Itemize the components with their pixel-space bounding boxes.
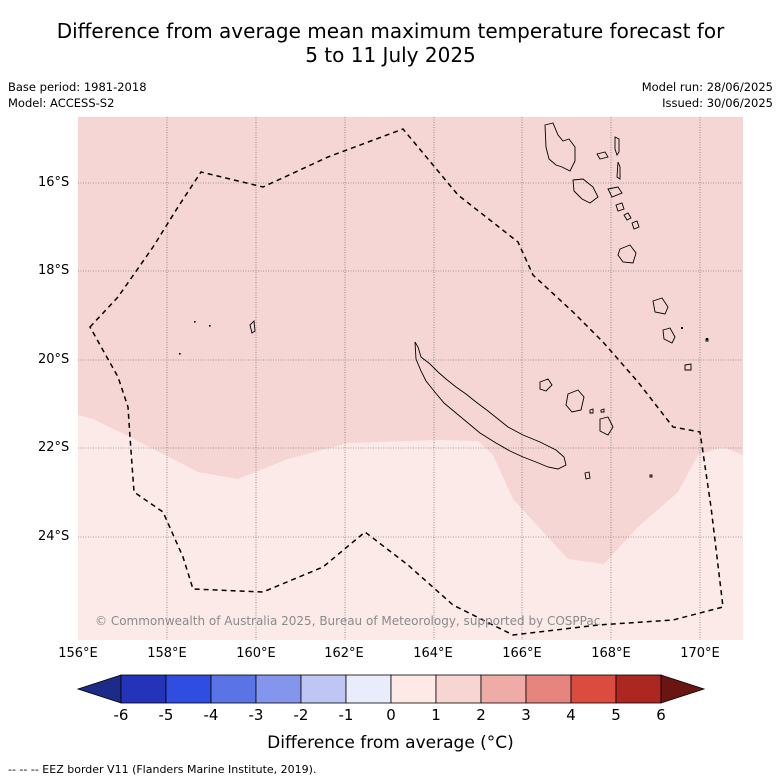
lon-label-164e: 164°E xyxy=(413,646,453,661)
colorbar-cell xyxy=(525,674,572,704)
colorbar-tick-label: -5 xyxy=(158,706,174,724)
colorbar-tick-label: 6 xyxy=(656,706,666,724)
model-run: Model run: 28/06/2025 xyxy=(641,80,773,94)
chesterfield-islet xyxy=(249,320,256,334)
eez-footnote: -- -- -- EEZ border V11 (Flanders Marine… xyxy=(8,763,317,776)
vanuatu-epi xyxy=(615,202,625,212)
meta-right: Model run: 28/06/2025 Issued: 30/06/2025 xyxy=(642,79,773,111)
small-islets xyxy=(179,321,708,355)
colorbar-extension-high xyxy=(660,674,706,704)
lat-label-22s: 22°S xyxy=(38,440,70,455)
vanuatu-pentecost xyxy=(616,161,621,180)
colorbar-cell xyxy=(300,674,347,704)
lon-label-166e: 166°E xyxy=(502,646,542,661)
colorbar-cell xyxy=(345,674,392,704)
forecast-map xyxy=(78,117,743,640)
colorbar-tick-label: 3 xyxy=(521,706,531,724)
vanuatu-shepherd-isles xyxy=(623,212,640,230)
colorbar xyxy=(76,674,706,704)
eez-border xyxy=(89,128,724,636)
lon-label-168e: 168°E xyxy=(591,646,631,661)
colorbar-cell xyxy=(255,674,302,704)
colorbar-cell xyxy=(615,674,662,704)
colorbar-cell xyxy=(165,674,212,704)
anomaly-0-1-region xyxy=(78,415,743,640)
lon-label-160e: 160°E xyxy=(236,646,276,661)
vanuatu-aneityum xyxy=(684,363,692,371)
matthew-island xyxy=(649,474,653,478)
colorbar-cell xyxy=(480,674,527,704)
copyright-notice: © Commonwealth of Australia 2025, Bureau… xyxy=(95,614,601,628)
lon-label-162e: 162°E xyxy=(324,646,364,661)
colorbar-tick-label: -1 xyxy=(338,706,354,724)
colorbar-tick-label: 2 xyxy=(476,706,486,724)
lat-label-16s: 16°S xyxy=(38,175,70,190)
colorbar-tick-label: -3 xyxy=(248,706,264,724)
colorbar-cell xyxy=(390,674,437,704)
new-caledonia-grande-terre xyxy=(414,341,567,470)
colorbar-tick-label: -4 xyxy=(203,706,219,724)
lon-label-156e: 156°E xyxy=(58,646,98,661)
colorbar-tick-label: -2 xyxy=(293,706,309,724)
new-caledonia-mare xyxy=(599,416,614,436)
colorbar-tick-label: 0 xyxy=(386,706,396,724)
colorbar-title: Difference from average (°C) xyxy=(267,733,514,753)
vanuatu-ambrym xyxy=(607,186,623,198)
graticule xyxy=(78,117,743,640)
colorbar-cell xyxy=(570,674,617,704)
colorbar-cell xyxy=(210,674,257,704)
vanuatu-efate xyxy=(617,244,637,264)
new-caledonia-walpole xyxy=(600,408,605,413)
colorbar-tick-label: -6 xyxy=(113,706,129,724)
lon-label-170e: 170°E xyxy=(680,646,720,661)
base-period: Base period: 1981-2018 xyxy=(8,80,147,94)
lat-label-18s: 18°S xyxy=(38,263,70,278)
lat-label-20s: 20°S xyxy=(38,352,70,367)
chart-title-line2: 5 to 11 July 2025 xyxy=(305,43,476,67)
colorbar-tick-label: 5 xyxy=(611,706,621,724)
colorbar-cell xyxy=(120,674,167,704)
new-caledonia-ouvea xyxy=(539,378,553,392)
vanuatu-erromango xyxy=(652,297,669,315)
colorbar-extension-low xyxy=(76,674,122,704)
model-name: Model: ACCESS-S2 xyxy=(8,96,115,110)
issued-date: Issued: 30/06/2025 xyxy=(662,96,773,110)
vanuatu-maewo xyxy=(614,136,620,157)
lon-label-158e: 158°E xyxy=(147,646,187,661)
new-caledonia-tiga xyxy=(589,408,594,414)
colorbar-cells xyxy=(76,674,706,704)
colorbar-tick-label: 1 xyxy=(431,706,441,724)
isle-of-pines xyxy=(584,471,591,480)
colorbar-cell xyxy=(435,674,482,704)
new-caledonia-lifou xyxy=(565,389,585,413)
meta-left: Base period: 1981-2018 Model: ACCESS-S2 xyxy=(8,79,147,111)
vanuatu-ambae xyxy=(596,151,609,160)
landmasses xyxy=(249,122,709,480)
colorbar-tick-label: 4 xyxy=(566,706,576,724)
chart-title-line1: Difference from average mean maximum tem… xyxy=(56,19,725,43)
vanuatu-tanna xyxy=(662,327,676,344)
vanuatu-malakula xyxy=(572,178,599,204)
vanuatu-espiritu-santo xyxy=(544,122,576,172)
lat-label-24s: 24°S xyxy=(38,529,70,544)
